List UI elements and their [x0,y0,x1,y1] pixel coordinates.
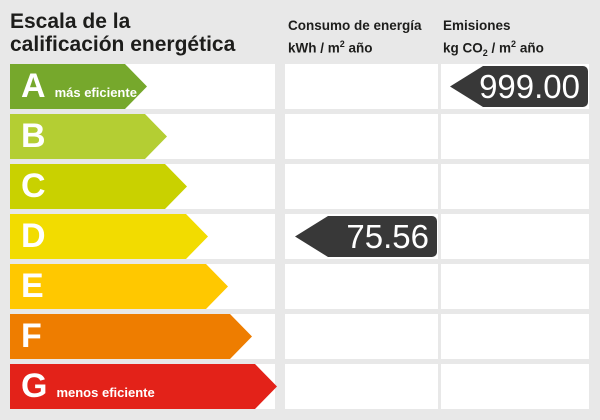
page-title-line1: Escala de la [10,10,131,33]
emisiones-value-marker: 999.00 [450,66,588,107]
rating-bar-d: D [10,214,208,259]
emisiones-value: 999.00 [479,68,580,105]
page-title-line2: calificación energética [10,33,236,56]
page-title: Escala de la calificación energética [10,10,235,56]
consumo-header-label: Consumo de energía [288,18,422,33]
consumo-cell [285,114,438,159]
rating-row-d: D 75.56 [0,214,600,259]
rating-row-c: C [0,164,600,209]
emisiones-header-unit: kg CO2 / m2 año [443,39,544,59]
rating-row-g: G menos eficiente [0,364,600,409]
rating-bar-e: E [10,264,228,309]
rating-bar-f: F [10,314,252,359]
consumo-column-header: Consumo de energía kWh / m2 año [288,17,422,58]
rating-letter: B [21,117,46,155]
least-efficient-label: menos eficiente [56,385,155,400]
most-efficient-label: más eficiente [54,85,137,100]
rating-row-e: E [0,264,600,309]
emisiones-cell [441,264,589,309]
rating-letter: E [21,267,44,305]
rating-bar-a: A más eficiente [10,64,147,109]
emisiones-cell [441,214,589,259]
emisiones-cell [441,314,589,359]
emisiones-cell [441,364,589,409]
rating-letter: G [21,367,48,405]
consumo-header-unit: kWh / m2 año [288,39,373,56]
consumo-cell [285,164,438,209]
rating-letter: C [21,167,46,205]
consumo-value: 75.56 [346,218,429,255]
rating-row-b: B [0,114,600,159]
emisiones-column-header: Emisiones kg CO2 / m2 año [443,17,544,62]
rating-letter: D [21,217,46,255]
consumo-cell [285,264,438,309]
rating-bar-c: C [10,164,187,209]
rating-row-f: F [0,314,600,359]
consumo-cell [285,314,438,359]
rating-row-a: A más eficiente 999.00 [0,64,600,109]
emisiones-cell [441,164,589,209]
rating-letter: A [21,67,46,105]
rating-bar-g: G menos eficiente [10,364,277,409]
rating-bar-b: B [10,114,167,159]
emisiones-header-label: Emisiones [443,18,511,33]
rating-letter: F [21,317,42,355]
consumo-value-marker: 75.56 [295,216,437,257]
emisiones-cell [441,114,589,159]
consumo-cell [285,364,438,409]
consumo-cell [285,64,438,109]
